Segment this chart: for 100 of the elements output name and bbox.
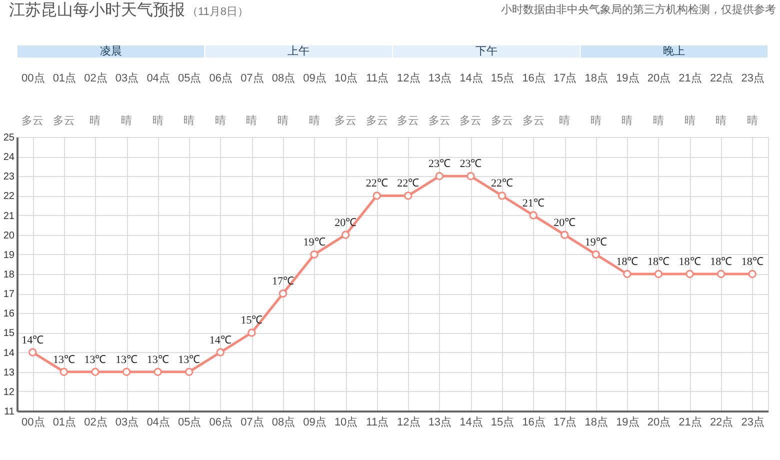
y-tick-label: 15 [3, 328, 15, 340]
y-tick-label: 25 [3, 132, 15, 144]
data-label: 18℃ [741, 256, 764, 268]
point [341, 230, 350, 239]
x-tick-label: 11点 [366, 416, 389, 428]
x-tick-label: 15点 [490, 416, 514, 428]
y-tick-label: 16 [3, 308, 15, 320]
x-tick-label: 10点 [334, 416, 358, 428]
category-label: 13点 [428, 72, 452, 84]
category-label: 19点 [616, 72, 640, 84]
x-tick-label: 07点 [240, 416, 264, 428]
x-tick-label: 08点 [272, 416, 296, 428]
text: 晴 [152, 114, 164, 127]
text: 晴 [559, 114, 570, 127]
category-label: 17点 [553, 72, 577, 84]
category-label: 01点 [52, 72, 76, 84]
point [154, 368, 162, 376]
text: 晚上 [663, 44, 686, 58]
data-label: 18℃ [710, 256, 732, 268]
data-label: 13℃ [52, 354, 75, 366]
text: 上午 [288, 44, 310, 58]
text: 多云 [397, 115, 420, 127]
text: 下午 [475, 46, 498, 58]
point [435, 172, 444, 180]
data-label: 18℃ [616, 256, 638, 268]
point [248, 328, 256, 337]
category-label: 11点 [366, 72, 389, 84]
point [91, 368, 100, 376]
chart-subtitle: （11月8日） [187, 6, 249, 18]
y-tick-label: 17 [3, 289, 15, 300]
x-tick-label: 00点 [22, 416, 45, 428]
point [28, 348, 37, 356]
point [654, 270, 663, 278]
data-label: 13℃ [84, 354, 106, 366]
point [466, 172, 475, 180]
point [310, 250, 318, 259]
category-label: 04点 [146, 72, 170, 84]
category-label: 20点 [647, 72, 671, 84]
x-tick-label: 23点 [741, 416, 764, 428]
data-label: 22℃ [366, 178, 388, 190]
category-label: 05点 [178, 72, 202, 84]
point [278, 289, 288, 298]
category-label: 21点 [678, 72, 702, 84]
data-label: 13℃ [146, 354, 169, 366]
text: 晴 [652, 114, 664, 127]
x-tick-label: 13点 [428, 416, 452, 428]
point [60, 368, 68, 376]
y-tick-label: 11 [4, 406, 15, 418]
category-label: 15点 [490, 72, 514, 84]
point [404, 192, 412, 200]
text: 晴 [746, 114, 758, 127]
text: 多云 [428, 115, 450, 127]
text: 晴 [622, 114, 633, 127]
point [623, 270, 632, 278]
x-tick-label: 03点 [115, 416, 139, 428]
y-tick-label: 14 [3, 348, 15, 359]
y-tick-label: 19 [3, 250, 15, 261]
point [748, 270, 756, 278]
point [560, 230, 569, 239]
category-label: 02点 [84, 72, 108, 84]
data-label: 20℃ [554, 216, 576, 229]
point [686, 270, 694, 278]
x-tick-label: 02点 [84, 416, 108, 428]
text: 晴 [716, 114, 727, 127]
point [372, 192, 381, 200]
data-label: 19℃ [584, 236, 607, 248]
x-tick-label: 01点 [52, 416, 76, 428]
text: 多云 [52, 115, 75, 127]
data-label: 22℃ [397, 178, 420, 190]
x-tick-label: 09点 [303, 416, 326, 428]
chart-title: 江苏昆山每小时天气预报 [9, 1, 185, 19]
data-label: 23℃ [428, 158, 450, 170]
text: 凌晨 [100, 44, 122, 58]
text: 晴 [121, 114, 132, 127]
x-tick-label: 12点 [397, 416, 420, 428]
category-label: 03点 [115, 72, 139, 84]
text: 小时数据由非中央气象局的第三方机构检测，仅提供参考 [501, 3, 776, 16]
y-tick-label: 21 [3, 210, 15, 222]
data-label: 14℃ [209, 334, 232, 346]
category-label: 23点 [741, 72, 764, 84]
y-tick-label: 22 [3, 191, 15, 202]
point [122, 368, 131, 376]
text: 多云 [522, 115, 544, 127]
x-tick-label: 06点 [209, 416, 233, 428]
x-tick-label: 16点 [522, 416, 546, 428]
y-tick-label: 12 [3, 386, 15, 398]
data-label: 21℃ [522, 197, 544, 210]
x-tick-label: 18点 [584, 416, 608, 428]
data-label: 19℃ [303, 236, 326, 248]
data-label: 18℃ [647, 256, 670, 268]
text: 晴 [90, 114, 101, 127]
point [185, 368, 194, 376]
x-tick-label: 17点 [553, 416, 577, 428]
category-label: 07点 [240, 72, 264, 84]
data-label: 13℃ [178, 354, 200, 366]
x-tick-label: 19点 [616, 416, 640, 428]
x-tick-label: 21点 [678, 416, 702, 428]
category-label: 22点 [710, 72, 734, 84]
data-label: 23℃ [460, 158, 482, 170]
text: 多云 [366, 115, 388, 127]
